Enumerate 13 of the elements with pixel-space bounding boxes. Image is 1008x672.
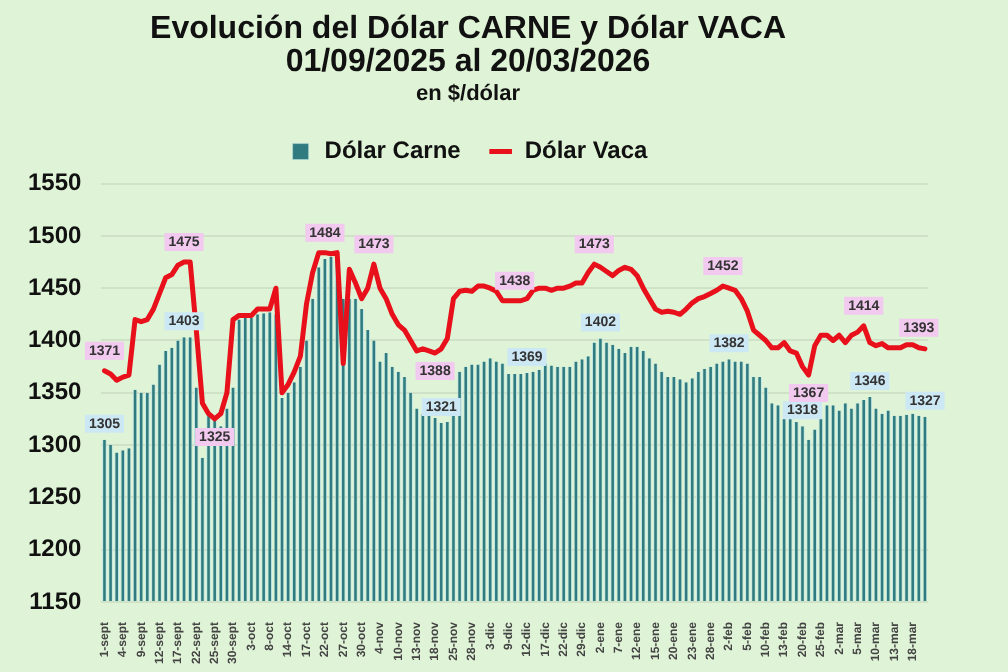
y-tick-label: 1550	[27, 168, 83, 197]
legend-label: Dólar Carne	[324, 136, 462, 165]
chart-title: Evolución del Dólar CARNE y Dólar VACA 01/09/2025 al 20/03/2026	[150, 11, 787, 80]
y-tick-label: 1300	[27, 429, 83, 458]
y-tick-label: 1150	[29, 586, 83, 615]
y-tick-label: 1500	[27, 220, 83, 249]
y-tick-label: 1450	[27, 272, 83, 301]
y-tick-label: 1250	[27, 482, 83, 511]
y-tick-label: 1350	[27, 377, 83, 406]
y-tick-label: 1200	[27, 534, 83, 563]
chart-subtitle: en $/dólar	[416, 82, 522, 107]
legend-label: Dólar Vaca	[524, 136, 649, 165]
y-tick-label: 1400	[27, 325, 83, 354]
